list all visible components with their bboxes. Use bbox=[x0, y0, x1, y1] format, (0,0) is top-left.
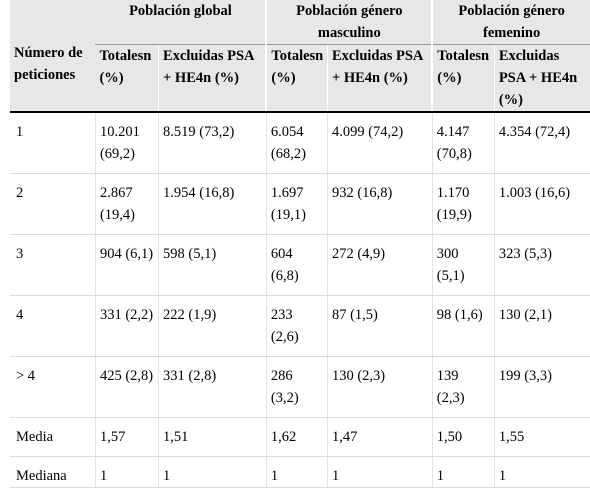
table-cell: 1.003 (16,6) bbox=[493, 173, 590, 235]
table-cell: 1,50 bbox=[431, 417, 495, 457]
table-cell: 1.954 (16,8) bbox=[158, 173, 267, 235]
row-label-header: Número de peticiones bbox=[10, 0, 96, 113]
table-cell: 323 (5,3) bbox=[493, 234, 590, 296]
table-cell: 98 (1,6) bbox=[431, 295, 495, 357]
group-header-male: Población género masculino bbox=[265, 0, 433, 45]
table-cell: 1 bbox=[158, 456, 267, 488]
table-cell: 233 (2,6) bbox=[265, 295, 328, 357]
row-label: Mediana bbox=[10, 456, 96, 488]
table-cell: 1.170 (19,9) bbox=[431, 173, 495, 235]
table-row: 4 331 (2,2) 222 (1,9) 233 (2,6) 87 (1,5)… bbox=[10, 295, 590, 357]
table-cell: 4.147 (70,8) bbox=[431, 112, 495, 174]
table-cell: 1,62 bbox=[265, 417, 328, 457]
table-cell: 1 bbox=[94, 456, 159, 488]
table-cell: 222 (1,9) bbox=[158, 295, 267, 357]
row-label: 1 bbox=[10, 112, 96, 174]
table-cell: 139 (2,3) bbox=[431, 356, 495, 418]
table-cell: 1 bbox=[265, 456, 328, 488]
sub-header-female-total: Totalesn (%) bbox=[431, 44, 495, 113]
table-row: > 4 425 (2,8) 331 (2,8) 286 (3,2) 130 (2… bbox=[10, 356, 590, 418]
row-label: 2 bbox=[10, 173, 96, 235]
table-cell: 425 (2,8) bbox=[94, 356, 159, 418]
table-cell: 87 (1,5) bbox=[326, 295, 433, 357]
table-cell: 8.519 (73,2) bbox=[158, 112, 267, 174]
table-row: Mediana 1 1 1 1 1 1 bbox=[10, 456, 590, 488]
table-cell: 1,51 bbox=[158, 417, 267, 457]
sub-header-global-excluded: Excluidas PSA + HE4n (%) bbox=[158, 44, 267, 113]
table-cell: 1 bbox=[431, 456, 495, 488]
table-cell: 286 (3,2) bbox=[265, 356, 328, 418]
table-cell: 598 (5,1) bbox=[158, 234, 267, 296]
table-cell: 130 (2,3) bbox=[326, 356, 433, 418]
table-cell: 331 (2,8) bbox=[158, 356, 267, 418]
table-cell: 130 (2,1) bbox=[493, 295, 590, 357]
row-label: 3 bbox=[10, 234, 96, 296]
table-row: 2 2.867 (19,4) 1.954 (16,8) 1.697 (19,1)… bbox=[10, 173, 590, 235]
table-cell: 2.867 (19,4) bbox=[94, 173, 159, 235]
table-cell: 604 (6,8) bbox=[265, 234, 328, 296]
table-cell: 272 (4,9) bbox=[326, 234, 433, 296]
table-cell: 331 (2,2) bbox=[94, 295, 159, 357]
group-header-female: Población género femenino bbox=[431, 0, 590, 45]
table-row: 3 904 (6,1) 598 (5,1) 604 (6,8) 272 (4,9… bbox=[10, 234, 590, 296]
table-cell: 1.697 (19,1) bbox=[265, 173, 328, 235]
group-header-global: Población global bbox=[95, 0, 267, 45]
table-row: Media 1,57 1,51 1,62 1,47 1,50 1,55 bbox=[10, 417, 590, 457]
sub-header-global-total: Totalesn (%) bbox=[95, 44, 159, 113]
table-cell: 199 (3,3) bbox=[493, 356, 590, 418]
sub-header-male-excluded: Excluidas PSA + HE4n (%) bbox=[326, 44, 433, 113]
table-cell: 1 bbox=[493, 456, 590, 488]
table-cell: 300 (5,1) bbox=[431, 234, 495, 296]
table-cell: 1,55 bbox=[493, 417, 590, 457]
row-label: 4 bbox=[10, 295, 96, 357]
table-cell: 1,47 bbox=[326, 417, 433, 457]
table-cell: 1 bbox=[326, 456, 433, 488]
table-cell: 904 (6,1) bbox=[94, 234, 159, 296]
sub-header-female-excluded: Excluidas PSA + HE4n (%) bbox=[493, 44, 590, 113]
table-row: 1 10.201 (69,2) 8.519 (73,2) 6.054 (68,2… bbox=[10, 112, 590, 174]
table-cell: 932 (16,8) bbox=[326, 173, 433, 235]
row-label: > 4 bbox=[10, 356, 96, 418]
table-cell: 4.099 (74,2) bbox=[326, 112, 433, 174]
table-cell: 1,57 bbox=[94, 417, 159, 457]
table-cell: 10.201 (69,2) bbox=[94, 112, 159, 174]
requests-table: Número de peticiones Población global Po… bbox=[10, 0, 590, 488]
table-cell: 6.054 (68,2) bbox=[265, 112, 328, 174]
row-label: Media bbox=[10, 417, 96, 457]
sub-header-male-total: Totalesn (%) bbox=[265, 44, 328, 113]
table-cell: 4.354 (72,4) bbox=[493, 112, 590, 174]
